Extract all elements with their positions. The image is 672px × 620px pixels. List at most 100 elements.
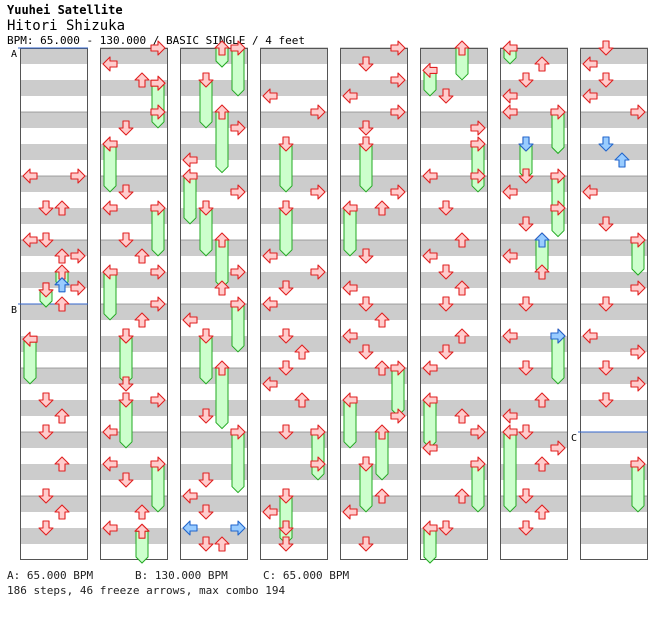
down-arrow-icon bbox=[278, 520, 294, 536]
chart-column bbox=[340, 47, 408, 560]
left-arrow-icon bbox=[102, 136, 118, 152]
beat-stripe bbox=[421, 208, 488, 224]
down-arrow-icon bbox=[438, 88, 454, 104]
freeze-arrow bbox=[215, 111, 229, 174]
up-arrow-icon bbox=[54, 504, 70, 520]
right-arrow-icon bbox=[390, 72, 406, 88]
beat-stripe bbox=[501, 144, 568, 160]
beat-stripe bbox=[581, 336, 648, 352]
freeze-head-right-icon bbox=[150, 456, 166, 472]
right-arrow-icon bbox=[150, 296, 166, 312]
freeze-head-left-icon bbox=[22, 331, 38, 347]
left-arrow-icon bbox=[182, 488, 198, 504]
beat-stripe bbox=[421, 112, 488, 128]
beat-stripe bbox=[101, 368, 168, 384]
down-arrow-icon bbox=[358, 120, 374, 136]
up-arrow-icon bbox=[374, 312, 390, 328]
down-arrow-icon bbox=[438, 264, 454, 280]
left-arrow-icon bbox=[422, 248, 438, 264]
beat-stripe bbox=[581, 496, 648, 512]
down-arrow-icon bbox=[38, 200, 54, 216]
left-arrow-icon bbox=[182, 312, 198, 328]
down-arrow-icon bbox=[518, 520, 534, 536]
up-arrow-blue-icon bbox=[54, 277, 70, 293]
right-arrow-blue-icon bbox=[230, 520, 246, 536]
freeze-head-right-icon bbox=[390, 360, 406, 376]
beat-stripe bbox=[21, 48, 88, 64]
beat-stripe bbox=[261, 496, 328, 512]
beat-stripe bbox=[21, 464, 88, 480]
left-arrow-icon bbox=[102, 456, 118, 472]
freeze-head-left-icon bbox=[502, 40, 518, 56]
freeze-head-down-icon bbox=[358, 456, 374, 472]
freeze-head-down-icon bbox=[278, 200, 294, 216]
bpm-change-label: C bbox=[571, 433, 577, 444]
down-arrow-icon bbox=[358, 296, 374, 312]
beat-stripe bbox=[341, 48, 408, 64]
left-arrow-icon bbox=[582, 184, 598, 200]
up-arrow-icon bbox=[454, 232, 470, 248]
chart-stats: 186 steps, 46 freeze arrows, max combo 1… bbox=[7, 584, 286, 597]
column-border bbox=[180, 48, 248, 560]
right-arrow-icon bbox=[630, 344, 646, 360]
freeze-head-up-icon bbox=[214, 104, 230, 120]
down-arrow-icon bbox=[38, 520, 54, 536]
beat-stripe bbox=[181, 144, 248, 160]
chart-column bbox=[420, 47, 488, 560]
beat-stripe bbox=[501, 176, 568, 192]
beat-stripe bbox=[21, 208, 88, 224]
freeze-head-down-icon bbox=[198, 328, 214, 344]
beat-stripe bbox=[581, 80, 648, 96]
beat-stripe bbox=[341, 368, 408, 384]
beat-stripe bbox=[581, 240, 648, 256]
up-arrow-icon bbox=[54, 408, 70, 424]
beat-stripe bbox=[101, 432, 168, 448]
beat-stripe bbox=[501, 368, 568, 384]
up-arrow-icon bbox=[294, 344, 310, 360]
bpm-legend-c: C: 65.000 BPM bbox=[263, 569, 350, 582]
freeze-head-right-icon bbox=[550, 168, 566, 184]
beat-stripe bbox=[341, 80, 408, 96]
beat-stripe bbox=[581, 368, 648, 384]
down-arrow-icon bbox=[278, 280, 294, 296]
up-arrow-icon bbox=[454, 408, 470, 424]
beat-stripe bbox=[581, 144, 648, 160]
beat-stripe bbox=[21, 144, 88, 160]
freeze-head-left-icon bbox=[342, 200, 358, 216]
right-arrow-icon bbox=[550, 440, 566, 456]
left-arrow-icon bbox=[342, 504, 358, 520]
beat-stripe bbox=[101, 208, 168, 224]
beat-stripe bbox=[181, 176, 248, 192]
left-arrow-icon bbox=[342, 280, 358, 296]
beat-stripe bbox=[341, 528, 408, 544]
down-arrow-icon bbox=[118, 184, 134, 200]
left-arrow-icon bbox=[262, 248, 278, 264]
freeze-head-left-icon bbox=[422, 62, 438, 78]
left-arrow-icon bbox=[582, 56, 598, 72]
right-arrow-icon bbox=[150, 104, 166, 120]
freeze-head-down-icon bbox=[198, 72, 214, 88]
up-arrow-icon bbox=[134, 504, 150, 520]
freeze-arrow bbox=[215, 367, 229, 430]
beat-stripe bbox=[261, 176, 328, 192]
beat-stripe bbox=[181, 432, 248, 448]
freeze-head-down-icon bbox=[278, 488, 294, 504]
right-arrow-icon bbox=[630, 376, 646, 392]
beat-stripe bbox=[501, 240, 568, 256]
down-arrow-icon bbox=[38, 232, 54, 248]
right-arrow-icon bbox=[470, 120, 486, 136]
freeze-head-left-icon bbox=[422, 520, 438, 536]
down-arrow-icon bbox=[598, 216, 614, 232]
beat-stripe bbox=[261, 528, 328, 544]
down-arrow-icon bbox=[278, 424, 294, 440]
left-arrow-icon bbox=[502, 184, 518, 200]
freeze-head-down-icon bbox=[198, 200, 214, 216]
beat-stripe bbox=[581, 400, 648, 416]
left-arrow-icon bbox=[102, 56, 118, 72]
beat-stripe bbox=[581, 112, 648, 128]
right-arrow-icon bbox=[310, 264, 326, 280]
beat-stripe bbox=[261, 208, 328, 224]
down-arrow-icon bbox=[518, 296, 534, 312]
beat-stripe bbox=[581, 528, 648, 544]
beat-stripe bbox=[341, 240, 408, 256]
